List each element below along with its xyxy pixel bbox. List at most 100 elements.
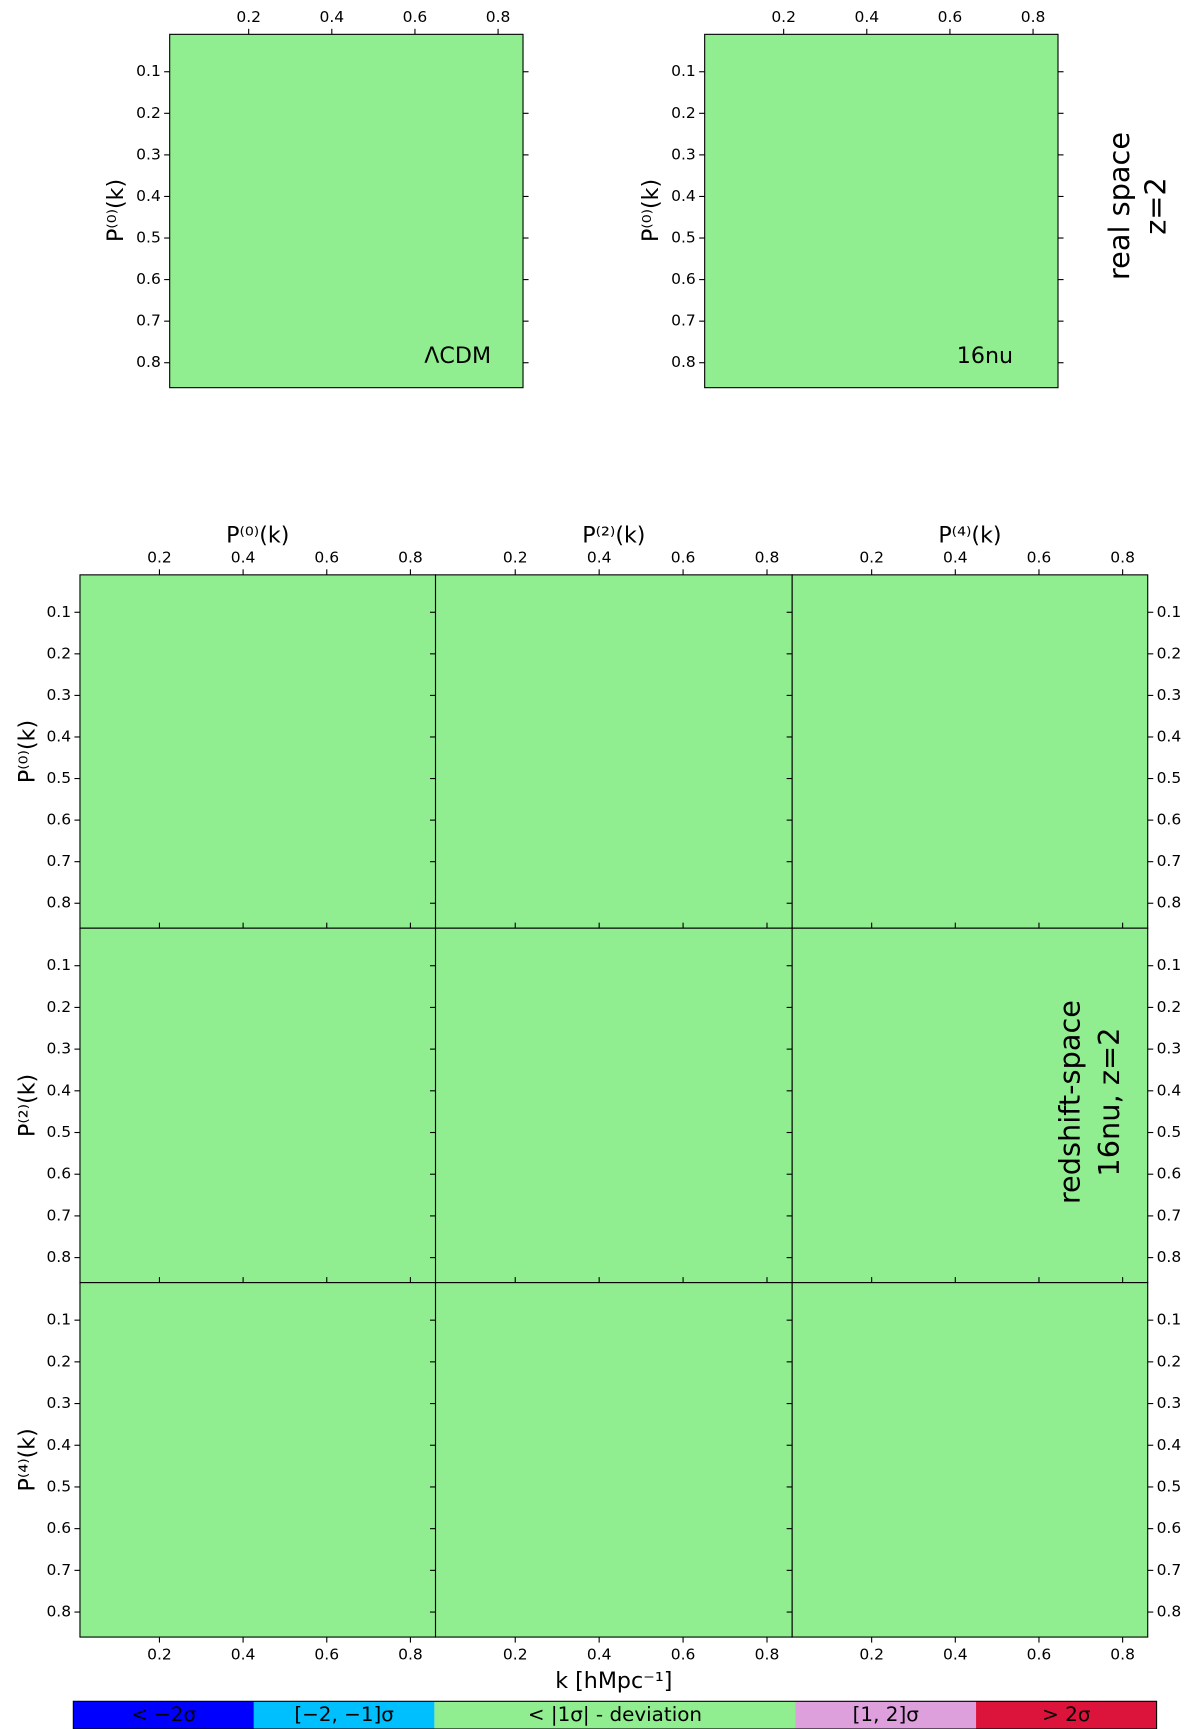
x-tick-label: 0.4 xyxy=(231,1645,256,1663)
colorbar-segment xyxy=(795,1701,977,1729)
y-tick-label: 0.6 xyxy=(1157,1519,1182,1537)
colorbar-label: > 2σ xyxy=(1042,1703,1091,1726)
heatmap xyxy=(791,574,1149,929)
x-tick-label: 0.2 xyxy=(147,549,172,567)
y-tick-label: 0.5 xyxy=(1157,1477,1182,1495)
y-tick-label: 0.2 xyxy=(136,104,161,122)
y-tick-label: 0.8 xyxy=(671,353,696,371)
x-tick-label: 0.6 xyxy=(314,1645,339,1663)
x-tick-label: 0.4 xyxy=(231,549,256,567)
y-tick-label: 0.5 xyxy=(136,229,161,247)
heatmap xyxy=(434,1282,793,1638)
x-tick-label: 0.6 xyxy=(314,549,339,567)
y-tick-label: 0.2 xyxy=(46,644,71,662)
annotation: 16nu, z=2 xyxy=(1092,1028,1126,1177)
y-tick-label: 0.7 xyxy=(46,1206,71,1224)
colorbar-label: < |1σ| - deviation xyxy=(528,1703,702,1726)
x-tick-label: 0.2 xyxy=(503,1645,528,1663)
y-tick-label: 0.5 xyxy=(46,1123,71,1141)
y-tick-label: 0.6 xyxy=(46,811,71,829)
y-tick-label: 0.1 xyxy=(46,956,71,974)
y-tick-label: 0.7 xyxy=(1157,852,1182,870)
y-tick-label: 0.1 xyxy=(46,603,71,621)
side-label: z=2 xyxy=(1139,177,1173,235)
y-tick-label: 0.5 xyxy=(46,1477,71,1495)
colorbar-segment xyxy=(976,1701,1157,1729)
y-tick-label: 0.4 xyxy=(46,727,71,745)
annotation: 16nu xyxy=(957,343,1013,369)
y-tick-label: 0.3 xyxy=(136,145,161,163)
y-tick-label: 0.5 xyxy=(46,769,71,787)
column-label: P⁽⁴⁾(k) xyxy=(938,523,1001,549)
row-label: P⁽⁰⁾(k) xyxy=(14,720,40,783)
x-axis-label: k [hMpc⁻¹] xyxy=(555,1668,672,1694)
heatmap xyxy=(79,927,437,1284)
y-tick-label: 0.1 xyxy=(671,62,696,80)
colorbar-segment xyxy=(434,1701,796,1729)
colorbar-label: [−2, −1]σ xyxy=(294,1703,394,1726)
y-tick-label: 0.2 xyxy=(46,998,71,1016)
y-tick-label: 0.4 xyxy=(136,187,161,205)
y-tick-label: 0.4 xyxy=(1157,1436,1182,1454)
y-tick-label: 0.2 xyxy=(1157,998,1182,1016)
x-tick-label: 0.6 xyxy=(1027,549,1052,567)
y-tick-label: 0.7 xyxy=(46,1561,71,1579)
y-tick-label: 0.7 xyxy=(46,852,71,870)
x-tick-label: 0.2 xyxy=(859,549,884,567)
y-tick-label: 0.8 xyxy=(46,1603,71,1621)
heatmap xyxy=(704,33,1059,389)
y-tick-label: 0.1 xyxy=(1157,956,1182,974)
y-tick-label: 0.6 xyxy=(671,270,696,288)
y-tick-label: 0.3 xyxy=(46,1394,71,1412)
x-tick-label: 0.8 xyxy=(398,1645,423,1663)
y-tick-label: 0.2 xyxy=(1157,644,1182,662)
y-tick-label: 0.5 xyxy=(1157,1123,1182,1141)
heatmap xyxy=(791,927,1149,1284)
x-tick-label: 0.6 xyxy=(938,8,963,26)
x-tick-label: 0.8 xyxy=(486,8,511,26)
y-tick-label: 0.4 xyxy=(46,1436,71,1454)
x-tick-label: 0.4 xyxy=(943,549,968,567)
colorbar-segment xyxy=(253,1701,435,1729)
y-tick-label: 0.4 xyxy=(1157,727,1182,745)
heatmap xyxy=(169,33,524,389)
y-tick-label: 0.3 xyxy=(1157,686,1182,704)
colorbar-border xyxy=(72,1700,1158,1729)
heatmap xyxy=(791,1282,1149,1638)
x-tick-label: 0.6 xyxy=(671,549,696,567)
colorbar-label: < −2σ xyxy=(131,1703,196,1726)
y-tick-label: 0.6 xyxy=(1157,811,1182,829)
x-tick-label: 0.8 xyxy=(1110,549,1135,567)
row-label: P⁽²⁾(k) xyxy=(14,1074,40,1137)
y-tick-label: 0.1 xyxy=(136,62,161,80)
x-tick-label: 0.2 xyxy=(771,8,796,26)
y-tick-label: 0.2 xyxy=(46,1352,71,1370)
heatmap xyxy=(434,574,793,929)
heatmap xyxy=(79,1282,437,1638)
colorbar-segment xyxy=(73,1701,254,1729)
annotation: redshift-space xyxy=(1052,1000,1086,1204)
y-tick-label: 0.3 xyxy=(46,686,71,704)
x-tick-label: 0.2 xyxy=(236,8,261,26)
y-tick-label: 0.8 xyxy=(1157,1603,1182,1621)
heatmap xyxy=(79,574,437,929)
x-tick-label: 0.8 xyxy=(398,549,423,567)
y-tick-label: 0.4 xyxy=(1157,1081,1182,1099)
y-tick-label: 0.1 xyxy=(1157,1311,1182,1329)
annotation: ΛCDM xyxy=(424,343,491,369)
y-tick-label: 0.4 xyxy=(671,187,696,205)
x-tick-label: 0.4 xyxy=(587,549,612,567)
y-tick-label: 0.7 xyxy=(671,312,696,330)
y-tick-label: 0.8 xyxy=(46,894,71,912)
y-tick-label: 0.5 xyxy=(671,229,696,247)
x-tick-label: 0.2 xyxy=(503,549,528,567)
y-tick-label: 0.7 xyxy=(1157,1206,1182,1224)
y-tick-label: 0.6 xyxy=(46,1165,71,1183)
x-tick-label: 0.6 xyxy=(671,1645,696,1663)
y-tick-label: 0.3 xyxy=(671,145,696,163)
y-tick-label: 0.2 xyxy=(671,104,696,122)
x-tick-label: 0.6 xyxy=(1027,1645,1052,1663)
y-tick-label: 0.7 xyxy=(1157,1561,1182,1579)
x-tick-label: 0.4 xyxy=(319,8,344,26)
